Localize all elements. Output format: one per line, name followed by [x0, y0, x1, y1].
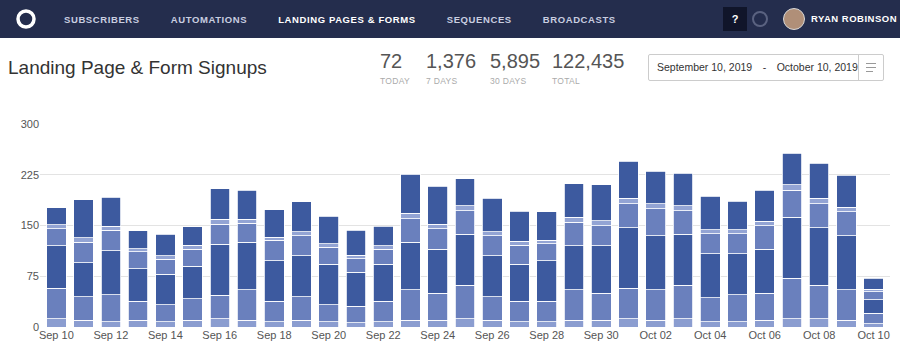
svg-text:Sep 16: Sep 16 [202, 329, 237, 341]
svg-text:Oct 02: Oct 02 [640, 329, 672, 341]
html-text:TOTAL: TOTAL [552, 76, 581, 86]
svg-text:Sep 26: Sep 26 [475, 329, 510, 341]
html-text:1,376: 1,376 [426, 50, 477, 72]
html-text:122,435: 122,435 [552, 50, 625, 72]
svg-text:Sep 28: Sep 28 [529, 329, 564, 341]
html-text:BROADCASTS: BROADCASTS [542, 13, 616, 25]
html-text:SUBSCRIBERS: SUBSCRIBERS [64, 13, 140, 25]
svg-text:Sep 14: Sep 14 [148, 329, 183, 341]
html-text:Landing Page & Form Signups: Landing Page & Form Signups [8, 57, 267, 78]
svg-text:Sep 20: Sep 20 [311, 329, 346, 341]
svg-text:Oct 10: Oct 10 [857, 329, 889, 341]
svg-text:225: 225 [21, 169, 39, 181]
svg-text:0: 0 [33, 321, 39, 333]
html-text:7 DAYS: 7 DAYS [426, 76, 458, 86]
svg-text:Oct 08: Oct 08 [803, 329, 835, 341]
svg-text:300: 300 [21, 118, 39, 130]
svg-text:Sep 22: Sep 22 [366, 329, 401, 341]
html-text:30 DAYS: 30 DAYS [490, 76, 527, 86]
svg-text:Sep 30: Sep 30 [584, 329, 619, 341]
html-text:5,895: 5,895 [490, 50, 541, 72]
html-text:AUTOMATIONS: AUTOMATIONS [170, 13, 248, 25]
svg-text:Sep 24: Sep 24 [420, 329, 455, 341]
svg-text:Oct 06: Oct 06 [748, 329, 780, 341]
svg-text:Sep 12: Sep 12 [93, 329, 128, 341]
svg-text:75: 75 [27, 270, 39, 282]
html-text:SEQUENCES: SEQUENCES [446, 13, 512, 25]
svg-text:Sep 18: Sep 18 [257, 329, 292, 341]
html-text:72: 72 [380, 50, 403, 72]
html-text:LANDING PAGES & FORMS: LANDING PAGES & FORMS [278, 13, 416, 25]
svg-text:Oct 04: Oct 04 [694, 329, 726, 341]
svg-text:Sep 10: Sep 10 [39, 329, 74, 341]
html-text:TODAY: TODAY [380, 76, 410, 86]
svg-text:150: 150 [21, 219, 39, 231]
html-text:RYAN ROBINSON: RYAN ROBINSON [811, 13, 897, 24]
html-text:September 10, 2019 - October 1: September 10, 2019 - October 10, 2019 [657, 61, 858, 73]
